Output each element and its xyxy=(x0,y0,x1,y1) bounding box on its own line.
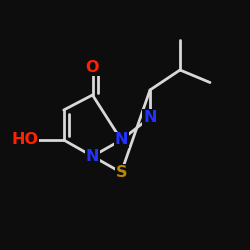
Text: HO: HO xyxy=(12,132,38,148)
Text: N: N xyxy=(86,149,99,164)
Text: N: N xyxy=(143,110,157,125)
Text: N: N xyxy=(114,132,128,148)
Text: O: O xyxy=(86,60,99,75)
Text: S: S xyxy=(116,165,127,180)
